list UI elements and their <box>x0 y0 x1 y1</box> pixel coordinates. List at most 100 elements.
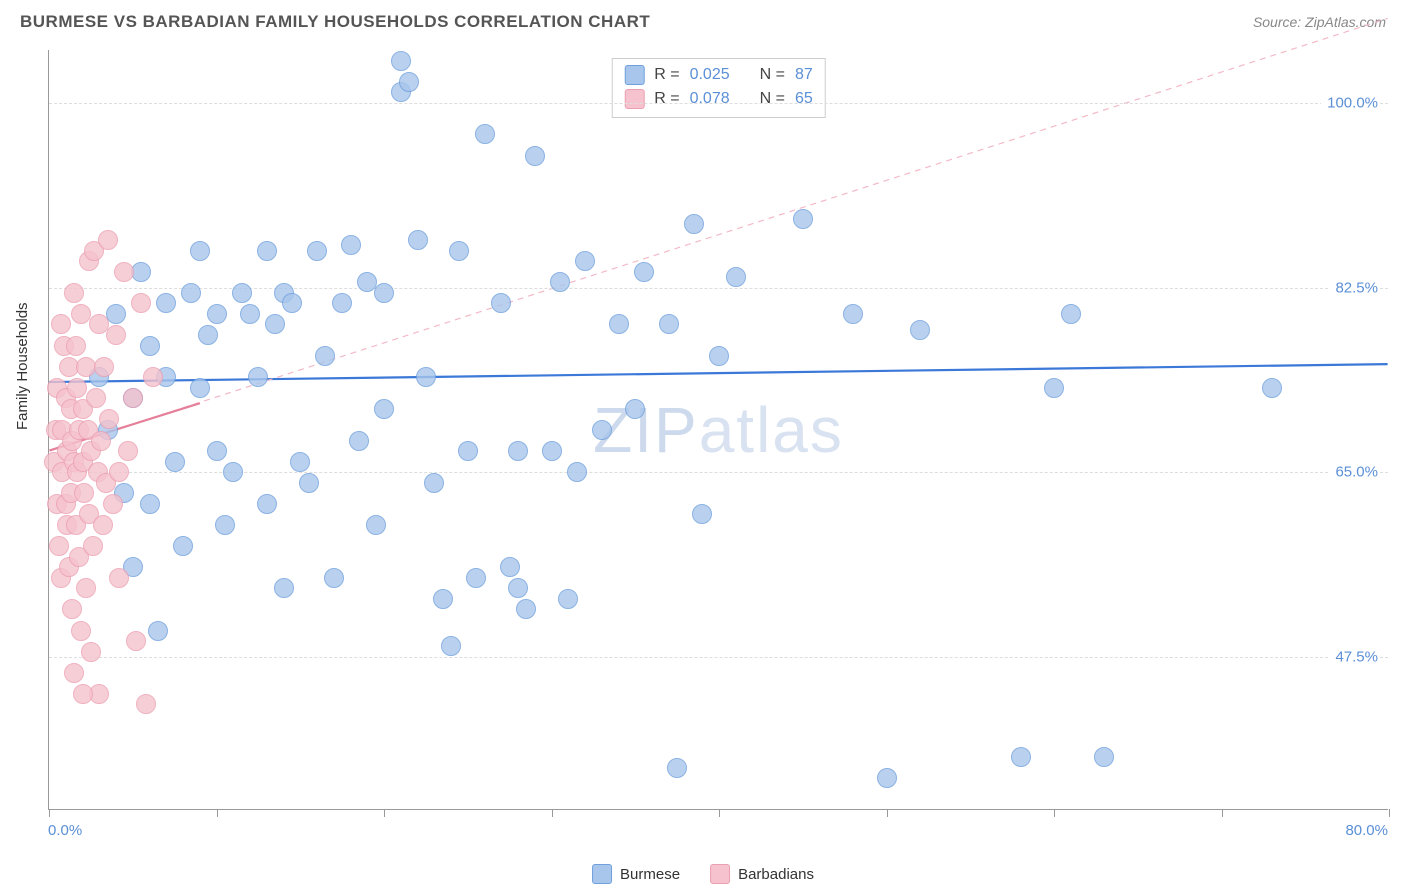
legend-r-label: R = <box>654 90 679 108</box>
data-point <box>126 631 146 651</box>
data-point <box>433 589 453 609</box>
data-point <box>74 483 94 503</box>
data-point <box>726 267 746 287</box>
data-point <box>508 441 528 461</box>
data-point <box>62 599 82 619</box>
data-point <box>83 536 103 556</box>
x-tick <box>1389 809 1390 817</box>
data-point <box>1094 747 1114 767</box>
series-legend-item: Barbadians <box>710 864 814 884</box>
data-point <box>349 431 369 451</box>
data-point <box>341 235 361 255</box>
x-tick <box>217 809 218 817</box>
legend-n-label: N = <box>760 90 785 108</box>
trend-lines-layer <box>49 50 1388 809</box>
x-axis-min-label: 0.0% <box>48 822 82 839</box>
data-point <box>910 320 930 340</box>
data-point <box>274 578 294 598</box>
y-tick-label: 100.0% <box>1321 94 1378 111</box>
series-legend: Burmese Barbadians <box>592 864 814 884</box>
legend-swatch <box>592 864 612 884</box>
data-point <box>399 72 419 92</box>
data-point <box>215 515 235 535</box>
legend-n-value: 65 <box>795 90 813 108</box>
data-point <box>76 357 96 377</box>
x-tick <box>887 809 888 817</box>
data-point <box>76 578 96 598</box>
x-tick <box>1054 809 1055 817</box>
data-point <box>416 367 436 387</box>
legend-n-label: N = <box>760 66 785 84</box>
series-legend-label: Barbadians <box>738 866 814 883</box>
data-point <box>550 272 570 292</box>
data-point <box>516 599 536 619</box>
data-point <box>307 241 327 261</box>
data-point <box>257 241 277 261</box>
data-point <box>67 378 87 398</box>
data-point <box>877 768 897 788</box>
data-point <box>709 346 729 366</box>
data-point <box>424 473 444 493</box>
x-tick <box>384 809 385 817</box>
data-point <box>692 504 712 524</box>
chart-header: BURMESE VS BARBADIAN FAMILY HOUSEHOLDS C… <box>0 0 1406 38</box>
x-tick <box>1222 809 1223 817</box>
data-point <box>136 694 156 714</box>
x-tick <box>552 809 553 817</box>
data-point <box>1061 304 1081 324</box>
data-point <box>609 314 629 334</box>
data-point <box>148 621 168 641</box>
data-point <box>1044 378 1064 398</box>
data-point <box>466 568 486 588</box>
data-point <box>109 462 129 482</box>
data-point <box>91 431 111 451</box>
legend-swatch <box>710 864 730 884</box>
legend-swatch <box>624 65 644 85</box>
data-point <box>240 304 260 324</box>
data-point <box>843 304 863 324</box>
correlation-legend: R =0.025N =87R =0.078N =65 <box>611 58 826 118</box>
data-point <box>94 357 114 377</box>
legend-n-value: 87 <box>795 66 813 84</box>
data-point <box>793 209 813 229</box>
x-axis-max-label: 80.0% <box>1345 822 1388 839</box>
data-point <box>625 399 645 419</box>
data-point <box>49 536 69 556</box>
y-tick-label: 82.5% <box>1329 279 1378 296</box>
data-point <box>73 684 93 704</box>
data-point <box>315 346 335 366</box>
data-point <box>190 241 210 261</box>
y-tick-label: 65.0% <box>1329 464 1378 481</box>
data-point <box>131 293 151 313</box>
data-point <box>558 589 578 609</box>
grid-line <box>49 657 1388 658</box>
data-point <box>500 557 520 577</box>
x-tick <box>719 809 720 817</box>
data-point <box>64 663 84 683</box>
data-point <box>408 230 428 250</box>
data-point <box>332 293 352 313</box>
grid-line <box>49 103 1388 104</box>
data-point <box>366 515 386 535</box>
data-point <box>123 388 143 408</box>
grid-line <box>49 472 1388 473</box>
data-point <box>575 251 595 271</box>
data-point <box>71 621 91 641</box>
data-point <box>109 568 129 588</box>
data-point <box>198 325 218 345</box>
data-point <box>118 441 138 461</box>
x-tick <box>49 809 50 817</box>
chart-title: BURMESE VS BARBADIAN FAMILY HOUSEHOLDS C… <box>20 12 650 32</box>
data-point <box>374 283 394 303</box>
legend-r-value: 0.078 <box>690 90 730 108</box>
data-point <box>592 420 612 440</box>
data-point <box>99 409 119 429</box>
data-point <box>156 293 176 313</box>
data-point <box>667 758 687 778</box>
data-point <box>207 304 227 324</box>
data-point <box>66 336 86 356</box>
series-legend-item: Burmese <box>592 864 680 884</box>
data-point <box>290 452 310 472</box>
data-point <box>441 636 461 656</box>
data-point <box>98 230 118 250</box>
